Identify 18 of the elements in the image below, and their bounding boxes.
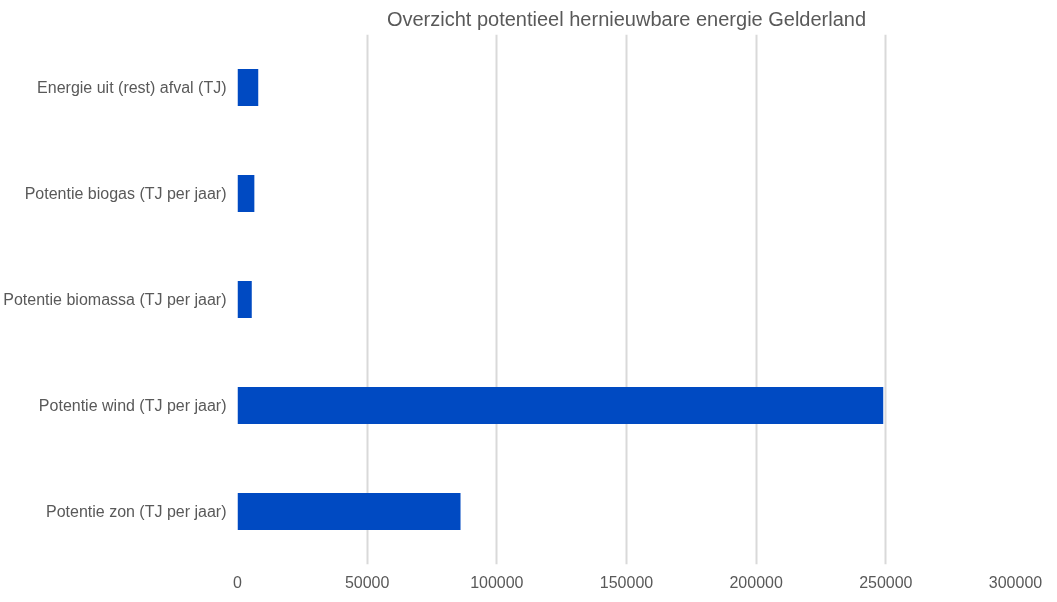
x-tick-label: 200000 bbox=[729, 573, 783, 591]
x-tick-label: 100000 bbox=[470, 573, 524, 591]
bar bbox=[237, 174, 255, 213]
x-tick-label: 0 bbox=[233, 573, 243, 591]
x-tick-label: 150000 bbox=[599, 573, 654, 591]
y-tick-label: Potentie biomassa (TJ per jaar) bbox=[3, 291, 227, 308]
bar bbox=[237, 492, 461, 531]
bar bbox=[237, 280, 252, 319]
y-tick-label: Potentie biogas (TJ per jaar) bbox=[24, 185, 227, 202]
x-tick-label: 300000 bbox=[988, 573, 1043, 591]
y-tick-label: Potentie zon (TJ per jaar) bbox=[45, 503, 227, 520]
x-tick-label: 50000 bbox=[344, 573, 390, 591]
y-tick-label: Energie uit (rest) afval (TJ) bbox=[37, 79, 227, 96]
y-tick-label: Potentie wind (TJ per jaar) bbox=[38, 397, 227, 414]
chart-title: Overzicht potentieel hernieuwbare energie Gelderland bbox=[386, 7, 867, 30]
bar bbox=[237, 386, 884, 425]
x-tick-label: 250000 bbox=[859, 573, 913, 591]
bar bbox=[237, 68, 259, 107]
